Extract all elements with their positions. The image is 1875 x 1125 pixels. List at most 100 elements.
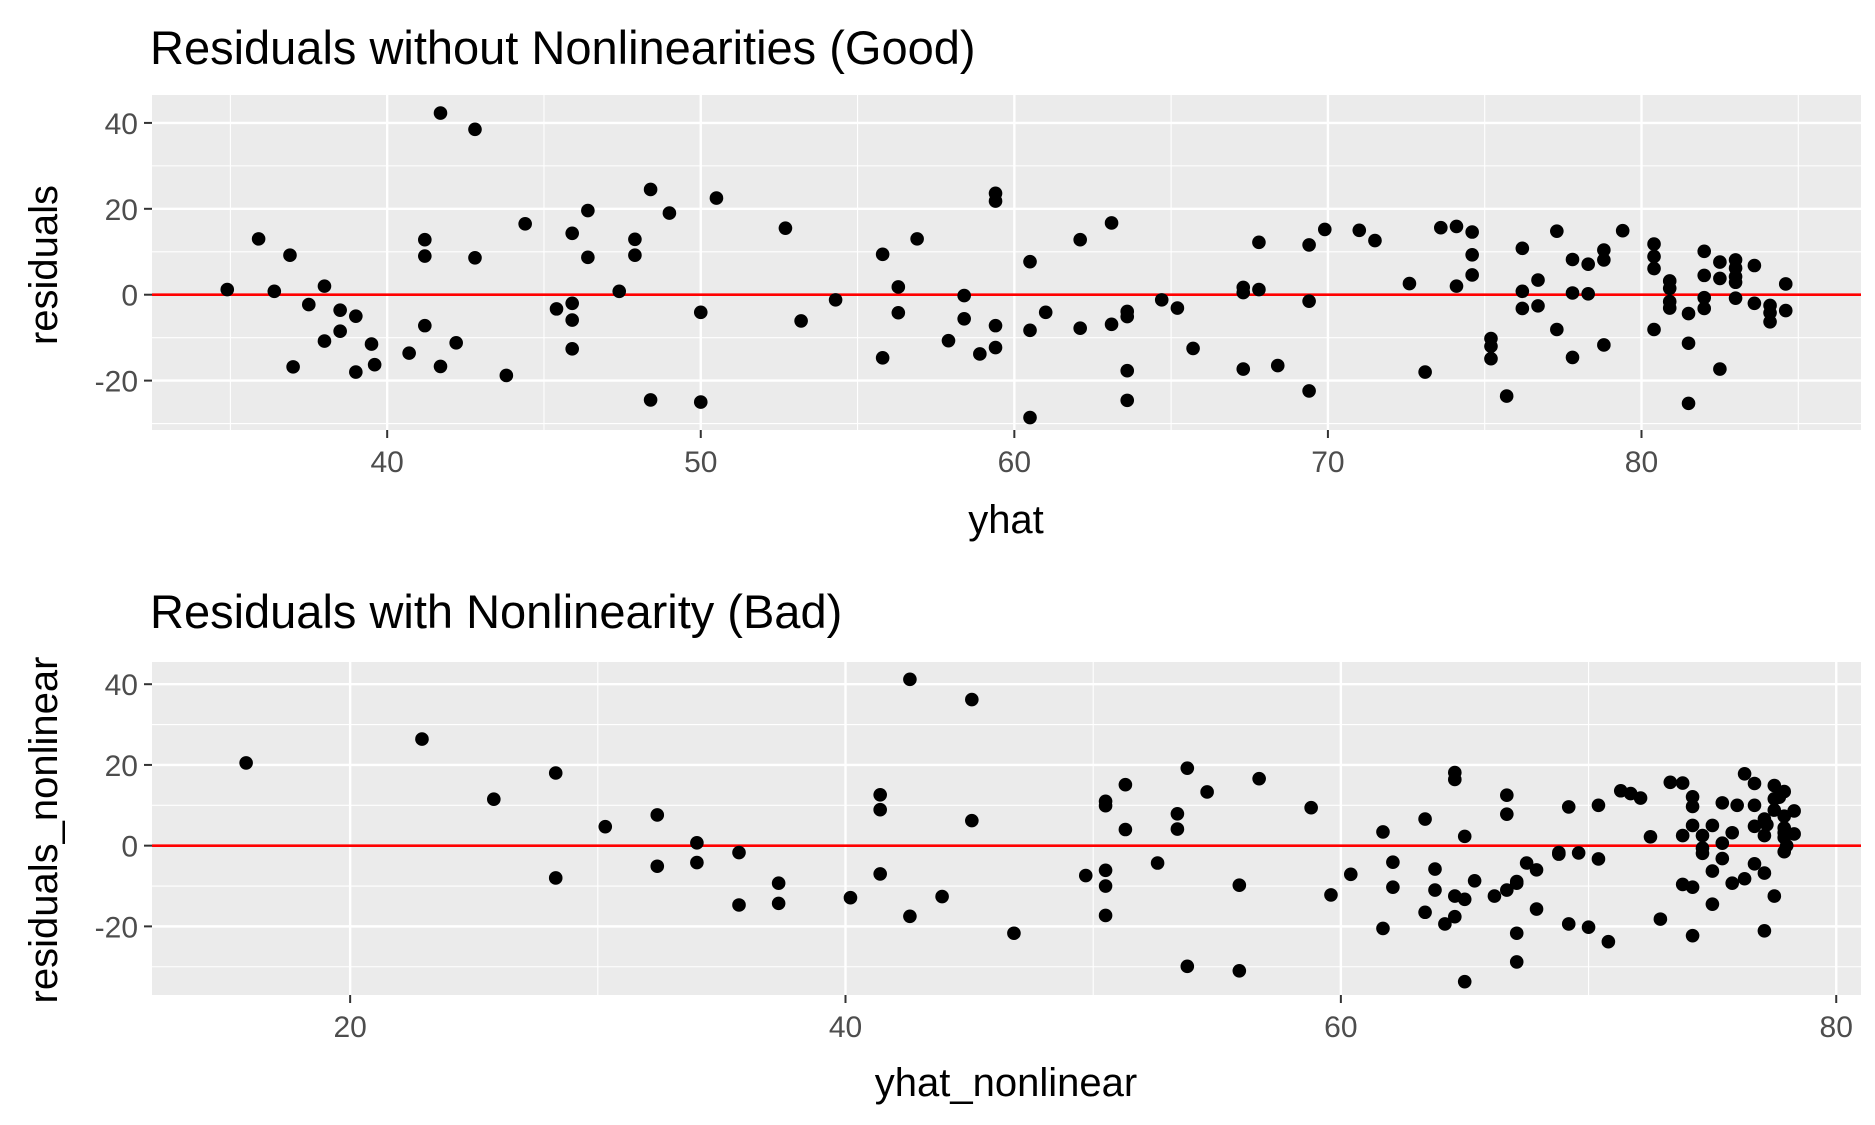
data-point [468,250,482,265]
data-point [1685,790,1700,804]
data-point [1597,338,1611,352]
data-point [1675,828,1690,843]
data-point [1779,838,1794,853]
data-point [1697,268,1712,283]
data-point [1662,301,1677,315]
data-point [1465,268,1479,282]
data-point [873,867,887,881]
data-point [1615,223,1630,238]
data-point [1728,275,1743,290]
data-point [1705,818,1720,833]
data-point [612,284,627,299]
data-point [565,296,579,311]
data-point [1509,926,1524,941]
plot-background-bad [152,662,1861,995]
x-axis-good: 40 50 60 70 80 [370,430,1658,479]
data-point [518,217,532,231]
data-point [1465,225,1479,239]
data-point [1715,836,1730,851]
x-tick-label: 80 [1625,446,1658,479]
data-point [910,232,924,246]
data-point [1561,917,1576,931]
data-point [1747,857,1762,871]
data-point [1509,955,1524,969]
data-point [1705,897,1720,911]
data-point [973,347,987,361]
data-point [1252,235,1266,250]
data-point [732,898,746,912]
data-point [1402,276,1417,291]
data-point [1653,912,1668,926]
data-point [643,393,658,407]
data-point [1457,974,1472,989]
data-point [1457,892,1472,907]
data-point [1515,241,1530,256]
data-point [1236,362,1251,376]
data-point [1449,219,1464,234]
data-point [1104,317,1119,332]
data-point [1120,393,1135,408]
data-point [1643,829,1658,844]
data-point [1500,883,1514,897]
data-point [1232,963,1247,978]
data-point [1499,389,1514,403]
data-point [239,756,253,770]
data-point [650,808,665,822]
data-point [1550,224,1564,238]
data-point [1073,232,1087,247]
data-point [548,871,563,885]
data-point [1591,852,1606,866]
x-tick-label: 60 [998,446,1031,479]
data-point [267,284,282,299]
data-point [1778,303,1793,318]
data-point [1757,924,1772,938]
x-axis-title-bad: yhat_nonlinear [875,1061,1137,1105]
data-point [415,732,429,746]
data-point [1270,358,1285,373]
data-point [828,293,843,307]
data-point [1434,220,1448,235]
data-point [1647,249,1661,264]
data-point [1531,273,1545,287]
data-point [1098,863,1113,878]
y-tick-label: -20 [95,911,138,944]
data-point [418,249,432,263]
data-point [364,337,379,351]
data-point [1581,920,1596,934]
data-point [690,836,704,850]
data-point [903,672,917,687]
data-point [1098,908,1113,923]
data-point [1715,796,1730,810]
data-point [1500,788,1514,802]
data-point [1180,761,1195,775]
data-point [548,766,563,780]
data-point [1529,863,1544,877]
data-point [1550,322,1564,337]
panel-bad: Residuals with Nonlinearity (Bad) 20 40 60… [22,585,1861,1105]
data-point [251,232,266,246]
data-point [1597,253,1611,267]
data-point [1695,828,1710,843]
data-point [732,845,746,860]
data-point [1078,868,1093,883]
points-good [220,106,1793,425]
data-point [873,802,887,817]
data-point [1418,365,1432,379]
data-point [1561,800,1576,814]
data-point [1104,216,1119,230]
data-point [1663,775,1678,790]
data-point [1760,817,1774,832]
data-point [1767,778,1782,793]
data-point [581,250,595,265]
x-tick-label: 70 [1311,446,1344,479]
data-point [1170,822,1185,836]
data-point [1747,776,1762,791]
data-point [1681,396,1696,411]
data-point [1098,879,1113,893]
data-point [1386,855,1400,870]
data-point [650,859,665,874]
data-point [875,247,890,262]
data-point [402,346,416,360]
data-point [1302,238,1316,252]
y-axis-good: -20 0 20 40 [95,108,152,399]
